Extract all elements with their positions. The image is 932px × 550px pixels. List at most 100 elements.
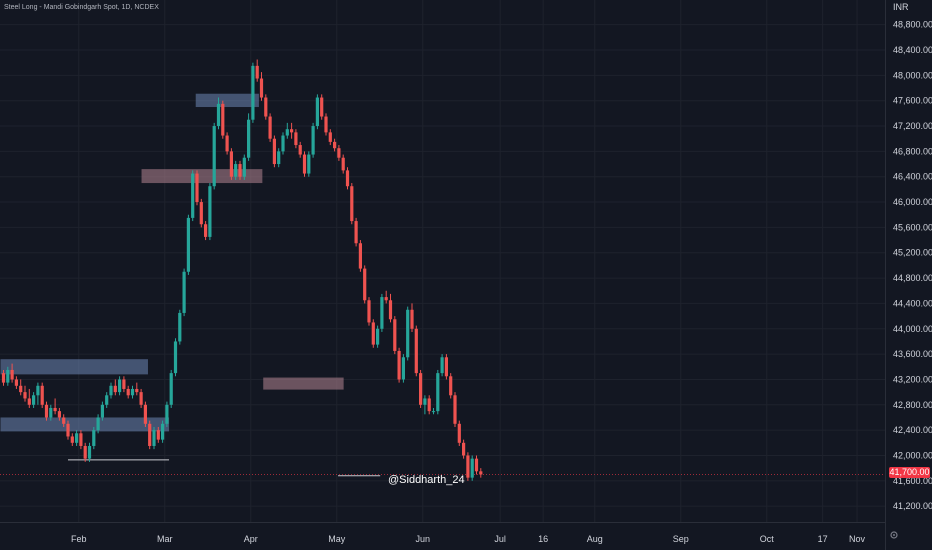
time-tick-label: May bbox=[328, 534, 346, 544]
candle-body bbox=[337, 148, 341, 158]
candle-body bbox=[264, 97, 268, 117]
price-tick-label: 47,600.00 bbox=[893, 96, 932, 106]
candles-layer bbox=[1, 59, 483, 481]
time-tick-label: Jul bbox=[494, 534, 506, 544]
candle-body bbox=[135, 388, 139, 393]
price-axis[interactable]: 41,200.00 41,600.00 42,000.00 42,400.00 42,8… bbox=[893, 20, 932, 511]
price-tick-label: 45,200.00 bbox=[893, 248, 932, 258]
candle-body bbox=[328, 132, 332, 142]
candle-body bbox=[178, 312, 182, 342]
candle-body bbox=[49, 407, 53, 418]
candle-body bbox=[449, 376, 453, 396]
candle-body bbox=[191, 173, 195, 218]
candle-body bbox=[401, 357, 405, 380]
price-tick-label: 45,600.00 bbox=[893, 222, 932, 232]
candle-body bbox=[479, 471, 483, 475]
candle-body bbox=[307, 154, 311, 174]
chart-grid bbox=[0, 0, 885, 522]
price-tick-label: 48,800.00 bbox=[893, 20, 932, 30]
time-tick-label: Feb bbox=[71, 534, 87, 544]
candle-body bbox=[414, 328, 418, 374]
candle-body bbox=[75, 433, 79, 443]
candle-body bbox=[431, 411, 436, 413]
candle-body bbox=[470, 458, 474, 478]
candle-body bbox=[70, 436, 74, 443]
candle-body bbox=[169, 373, 173, 405]
candle-body bbox=[363, 268, 367, 301]
candle-body bbox=[376, 328, 380, 345]
price-tick-label: 46,400.00 bbox=[893, 172, 932, 182]
candle-body bbox=[66, 423, 70, 437]
candle-body bbox=[238, 164, 242, 177]
price-tick-label: 44,800.00 bbox=[893, 273, 932, 283]
candle-body bbox=[186, 217, 190, 272]
zone-rect bbox=[0, 359, 148, 375]
candle-body bbox=[1, 373, 6, 383]
candle-body bbox=[44, 404, 49, 418]
candle-body bbox=[272, 138, 276, 165]
candle-body bbox=[225, 135, 229, 152]
price-tick-label: 42,800.00 bbox=[893, 400, 932, 410]
candle-body bbox=[148, 423, 152, 446]
candle-body bbox=[79, 433, 83, 446]
candle-body bbox=[380, 297, 384, 329]
candle-body bbox=[204, 224, 208, 237]
candle-body bbox=[333, 141, 337, 149]
currency-unit[interactable]: INR bbox=[893, 2, 909, 12]
candle-body bbox=[397, 350, 401, 380]
candle-body bbox=[440, 357, 444, 374]
zone-rect bbox=[0, 417, 170, 432]
candle-body bbox=[423, 398, 427, 405]
candle-body bbox=[311, 126, 315, 155]
price-tick-label: 46,000.00 bbox=[893, 197, 932, 207]
chart-title: Steel Long - Mandi Gobindgarh Spot, 1D, … bbox=[4, 4, 159, 11]
candle-body bbox=[320, 97, 324, 117]
candle-body bbox=[436, 373, 440, 412]
candle-body bbox=[53, 407, 57, 412]
candle-body bbox=[10, 369, 14, 380]
candle-body bbox=[285, 129, 289, 136]
candle-body bbox=[281, 135, 285, 152]
candle-body bbox=[229, 151, 233, 177]
settings-gear-icon[interactable] bbox=[888, 528, 900, 542]
price-tick-label: 43,200.00 bbox=[893, 374, 932, 384]
candle-body bbox=[105, 395, 109, 405]
candle-body bbox=[126, 388, 130, 396]
candle-body bbox=[294, 132, 298, 146]
price-tick-label: 48,000.00 bbox=[893, 70, 932, 80]
candle-body bbox=[427, 398, 431, 412]
candle-body bbox=[118, 379, 122, 393]
time-axis[interactable]: Feb Mar Apr May Jun Jul 16 Aug Sep Oct 17 Nov bbox=[71, 534, 866, 544]
candle-body bbox=[419, 373, 423, 405]
candle-body bbox=[40, 385, 44, 405]
candle-body bbox=[139, 392, 143, 405]
time-tick-label: 17 bbox=[818, 534, 828, 544]
candle-body bbox=[242, 157, 246, 177]
candle-body bbox=[259, 78, 264, 98]
candle-body bbox=[234, 164, 238, 177]
candle-body bbox=[341, 157, 345, 171]
candle-body bbox=[345, 170, 350, 187]
time-tick-label: Mar bbox=[157, 534, 173, 544]
watermark: @Siddharth_24 bbox=[388, 474, 465, 486]
candle-body bbox=[216, 103, 221, 127]
candle-body bbox=[255, 65, 259, 79]
time-tick-label: Oct bbox=[760, 534, 775, 544]
candle-body bbox=[221, 103, 225, 136]
candle-body bbox=[208, 186, 212, 237]
candle-body bbox=[393, 319, 397, 351]
price-tick-label: 44,400.00 bbox=[893, 298, 932, 308]
candle-body bbox=[83, 445, 87, 459]
time-tick-label: Sep bbox=[673, 534, 689, 544]
candle-body bbox=[19, 385, 23, 393]
candle-body bbox=[122, 379, 126, 389]
zone-rect bbox=[263, 377, 344, 390]
candle-body bbox=[358, 243, 362, 269]
candle-body bbox=[92, 430, 96, 446]
candle-body bbox=[152, 430, 156, 446]
candle-body bbox=[371, 322, 375, 345]
candle-body bbox=[32, 395, 36, 405]
price-tick-label: 43,600.00 bbox=[893, 349, 932, 359]
candle-body bbox=[453, 395, 457, 424]
